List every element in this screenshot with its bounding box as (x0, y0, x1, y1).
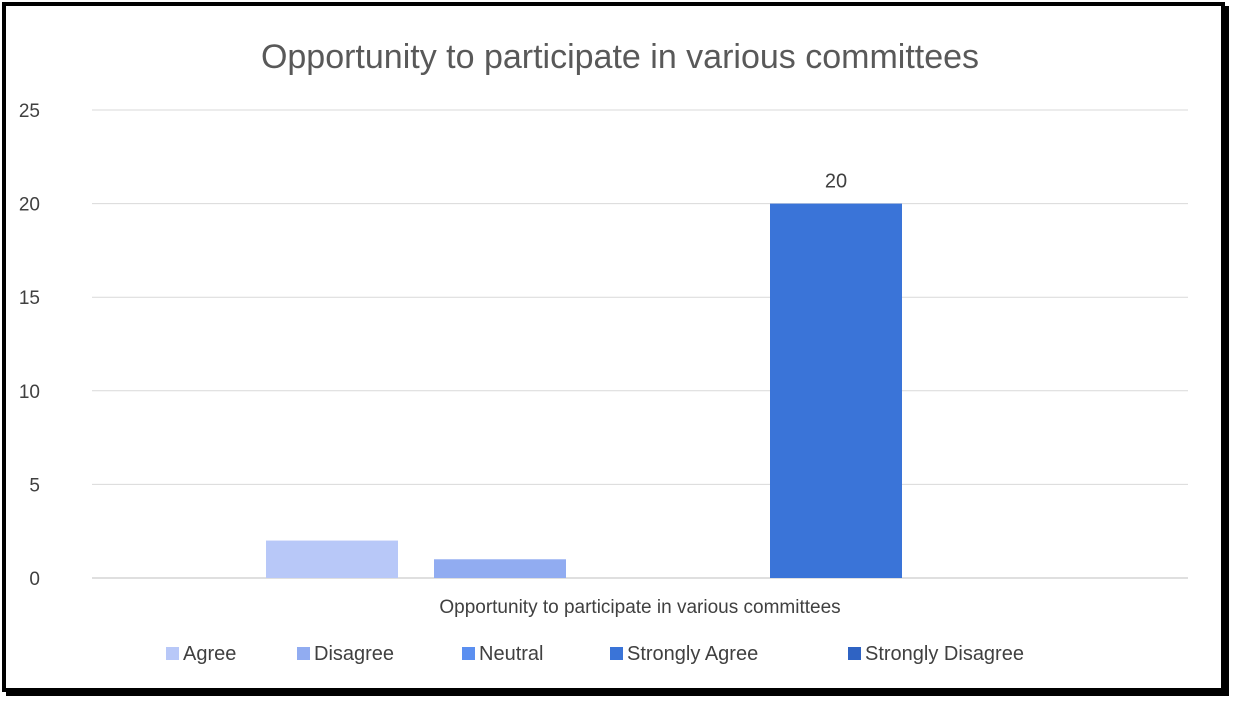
legend: Agree Disagree Neutral Strongly Agree Strong… (166, 643, 1024, 665)
legend-swatch (462, 647, 475, 660)
y-tick-label: 0 (29, 569, 40, 590)
bar-strongly-agree (770, 203, 902, 578)
legend-item: Disagree (297, 643, 394, 665)
y-tick-label: 5 (29, 475, 40, 496)
legend-item: Strongly Agree (610, 643, 758, 665)
bar-disagree (434, 559, 566, 578)
legend-item: Strongly Disagree (848, 643, 1024, 665)
legend-swatch (610, 647, 623, 660)
chart-title: Opportunity to participate in various co… (261, 38, 979, 76)
y-tick-label: 10 (19, 382, 40, 403)
legend-label: Strongly Disagree (865, 643, 1024, 665)
chart-frame (2, 2, 1225, 692)
gridlines (92, 109, 1188, 579)
legend-label: Disagree (314, 643, 394, 665)
x-axis-label: Opportunity to participate in various co… (439, 597, 840, 618)
y-axis-ticks: 0 5 10 15 20 25 (19, 101, 40, 590)
y-tick-label: 20 (19, 195, 40, 216)
bars (266, 203, 902, 578)
legend-swatch (297, 647, 310, 660)
data-labels: 20 (825, 171, 847, 193)
legend-label: Neutral (479, 643, 543, 665)
data-label: 20 (825, 171, 847, 193)
legend-item: Neutral (462, 643, 543, 665)
legend-label: Strongly Agree (627, 643, 758, 665)
y-tick-label: 25 (19, 101, 40, 122)
bar-agree (266, 540, 398, 578)
legend-item: Agree (166, 643, 236, 665)
legend-swatch (848, 647, 861, 660)
y-tick-label: 15 (19, 288, 40, 309)
legend-swatch (166, 647, 179, 660)
legend-label: Agree (183, 643, 236, 665)
